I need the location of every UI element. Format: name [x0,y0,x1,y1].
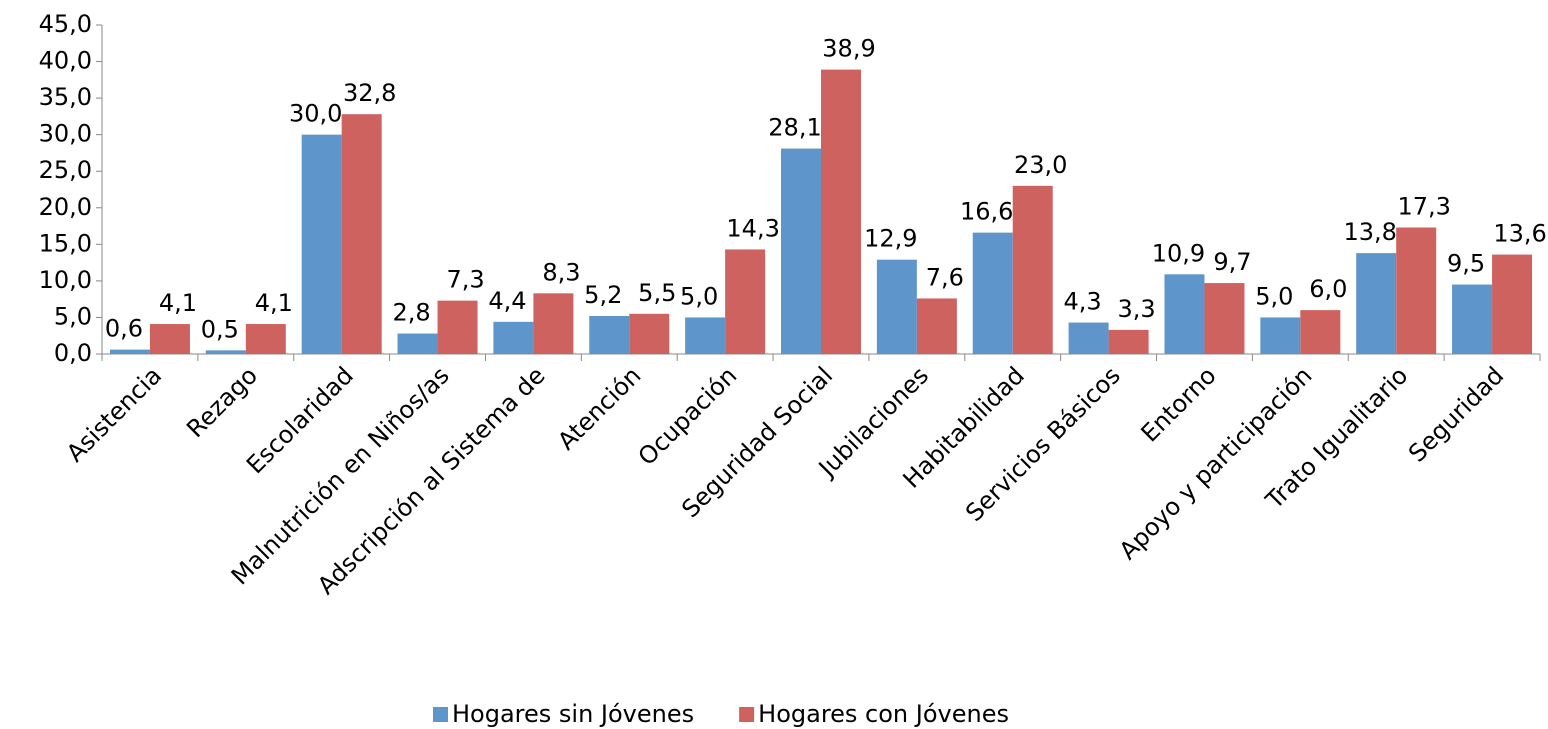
y-tick-label: 0,0 [54,339,92,367]
data-label: 5,5 [638,279,676,307]
bar [1396,227,1437,354]
bar [1164,274,1205,354]
bar [397,333,438,354]
bar [149,324,190,354]
y-tick-label: 35,0 [39,83,92,111]
x-tick-label: Rezago [181,361,263,443]
bar [1452,284,1493,354]
data-label: 14,3 [726,214,779,242]
bar [1012,185,1053,354]
bar [493,321,534,354]
legend-label: Hogares sin Jóvenes [452,700,694,728]
legend-swatch [433,707,448,722]
legend-swatch [739,707,755,722]
data-label: 9,5 [1447,250,1485,278]
data-label: 2,8 [392,299,430,327]
data-label: 23,0 [1014,151,1067,179]
bar [1492,254,1533,354]
data-label: 28,1 [768,114,821,142]
data-label: 32,8 [343,79,396,107]
bar [725,249,766,354]
bar [972,232,1013,354]
bar [685,317,726,354]
data-label: 5,0 [680,282,718,310]
data-label: 38,9 [822,35,875,63]
y-tick-label: 15,0 [39,229,92,257]
y-tick-label: 30,0 [39,120,92,148]
bar [301,134,342,354]
y-tick-label: 40,0 [39,47,92,75]
bar [109,349,150,354]
data-label: 0,6 [105,315,143,343]
legend-label: Hogares con Jóvenes [758,700,1009,728]
x-tick-label: Asistencia [61,361,167,467]
data-label: 6,0 [1309,275,1347,303]
x-tick-label: Atención [552,361,646,455]
y-tick-label: 5,0 [54,302,92,330]
data-label: 17,3 [1397,193,1450,221]
data-label: 4,1 [159,289,197,317]
bar [1204,283,1245,354]
data-label: 4,4 [488,287,526,315]
x-tick-label: Apoyo y participación [1114,361,1318,565]
data-label: 5,0 [1255,282,1293,310]
y-tick-label: 25,0 [39,156,92,184]
bar [876,259,917,354]
y-tick-label: 10,0 [39,266,92,294]
data-label: 12,9 [864,225,917,253]
bar [437,300,478,354]
bar [1300,310,1341,354]
data-label: 7,6 [926,263,964,291]
bar [245,324,286,354]
data-label: 0,5 [201,315,239,343]
bar [1260,317,1301,354]
y-tick-label: 45,0 [39,10,92,38]
x-tick-label: Seguridad [1403,361,1509,467]
bar [589,315,630,354]
data-label: 3,3 [1118,295,1156,323]
bar [1356,253,1397,354]
data-label: 13,6 [1493,220,1546,248]
data-label: 4,1 [255,289,293,317]
bar [916,298,957,354]
bar [205,350,246,354]
bar [1068,322,1109,354]
data-label: 16,6 [960,198,1013,226]
bar [629,313,670,354]
bar [341,114,382,354]
bar [533,293,574,354]
data-label: 4,3 [1064,288,1102,316]
bar [1108,329,1149,354]
data-label: 30,0 [289,100,342,128]
data-label: 10,9 [1152,239,1205,267]
x-tick-label: Entorno [1136,361,1222,447]
data-label: 13,8 [1343,218,1396,246]
data-label: 5,2 [584,281,622,309]
data-label: 8,3 [542,258,580,286]
data-label: 7,3 [446,266,484,294]
bar [821,69,861,354]
bar [781,148,821,354]
y-tick-label: 20,0 [39,193,92,221]
data-label: 9,7 [1213,248,1251,276]
